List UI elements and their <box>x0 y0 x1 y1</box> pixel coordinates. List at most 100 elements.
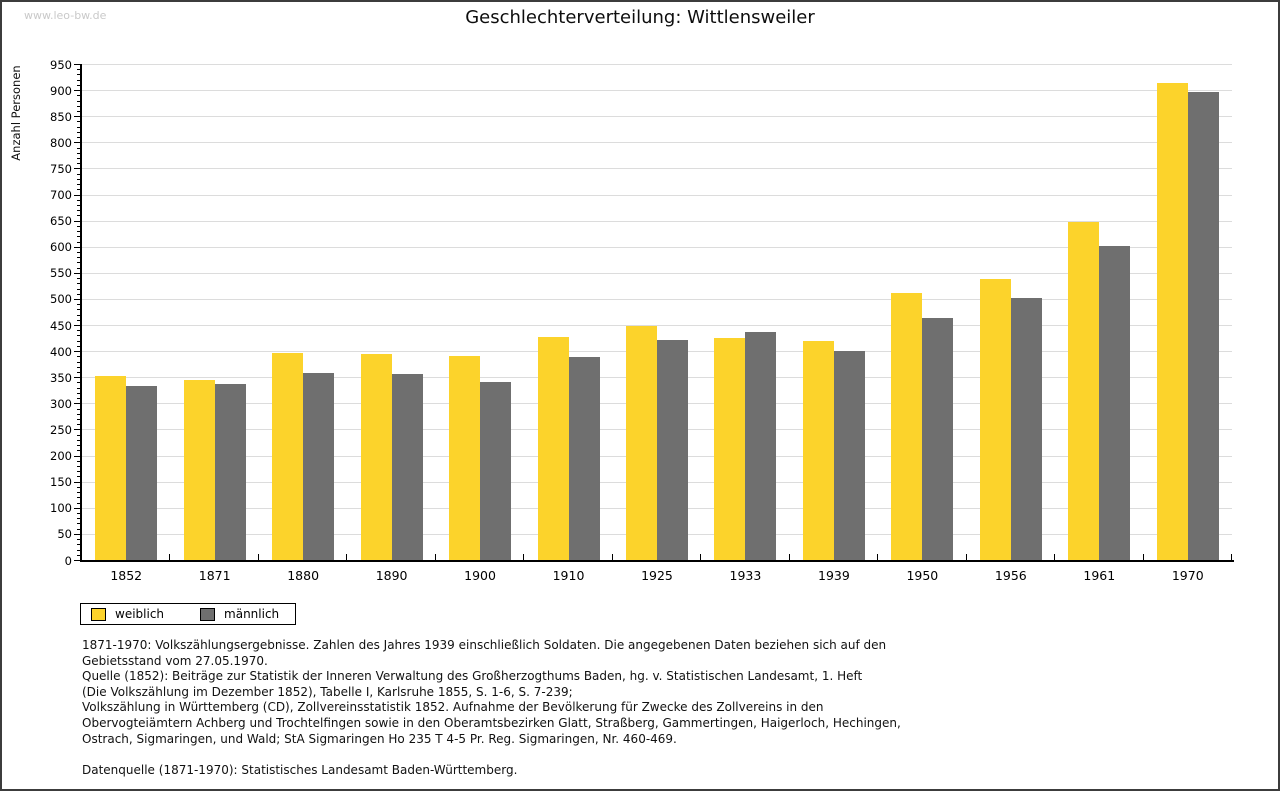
y-tick-label-900: 900 <box>50 83 72 98</box>
y-tick-label-750: 750 <box>50 161 72 176</box>
footer-source-line-2: Gebietsstand vom 27.05.1970. <box>82 653 268 668</box>
y-minor-tick-910 <box>77 84 80 86</box>
y-minor-tick-570 <box>77 262 80 264</box>
y-axis-line <box>80 64 82 562</box>
bar-weiblich-1852 <box>95 376 127 560</box>
y-major-tick-950 <box>74 64 80 65</box>
y-minor-tick-490 <box>77 304 80 306</box>
bar-weiblich-1880 <box>272 353 304 560</box>
y-minor-tick-820 <box>77 131 80 133</box>
y-minor-tick-220 <box>77 445 80 447</box>
y-major-tick-150 <box>74 481 80 483</box>
y-minor-tick-510 <box>77 293 80 295</box>
y-minor-tick-430 <box>77 335 80 337</box>
x-tick-label-1880: 1880 <box>287 568 320 583</box>
x-boundary-tick-4 <box>434 554 436 560</box>
bar-weiblich-1933 <box>714 338 746 560</box>
y-major-tick-500 <box>74 298 80 300</box>
x-boundary-tick-10 <box>965 554 967 560</box>
bar-männlich-1970 <box>1187 92 1219 560</box>
x-boundary-tick-3 <box>346 554 348 560</box>
legend-box: weiblich männlich <box>80 603 297 625</box>
bar-weiblich-1970 <box>1156 83 1188 560</box>
y-major-tick-300 <box>74 403 80 405</box>
y-major-tick-400 <box>74 351 80 353</box>
y-tick-label-450: 450 <box>50 318 72 333</box>
y-minor-tick-190 <box>77 460 80 462</box>
x-tick-label-1852: 1852 <box>110 568 143 583</box>
y-tick-label-700: 700 <box>50 188 72 203</box>
y-tick-label-350: 350 <box>50 370 72 385</box>
y-tick-label-150: 150 <box>50 475 72 490</box>
y-minor-tick-920 <box>77 79 80 81</box>
y-minor-tick-320 <box>77 392 80 394</box>
legend-swatch-männlich <box>200 607 216 621</box>
gridline-850 <box>82 116 1232 118</box>
y-minor-tick-230 <box>77 439 80 441</box>
y-minor-tick-620 <box>77 236 80 238</box>
y-minor-tick-930 <box>77 74 80 76</box>
watermark: www.leo-bw.de <box>24 9 107 22</box>
y-tick-label-100: 100 <box>50 501 72 516</box>
y-minor-tick-90 <box>77 513 80 514</box>
y-major-tick-550 <box>74 272 80 274</box>
y-minor-tick-290 <box>77 408 80 410</box>
y-tick-label-600: 600 <box>50 240 72 255</box>
y-minor-tick-530 <box>77 283 80 285</box>
y-minor-tick-670 <box>77 210 80 212</box>
y-major-tick-650 <box>74 220 80 222</box>
y-tick-label-850: 850 <box>50 109 72 124</box>
y-tick-label-200: 200 <box>50 449 72 464</box>
x-tick-label-1961: 1961 <box>1083 568 1116 583</box>
y-tick-label-0: 0 <box>64 553 72 568</box>
y-tick-label-300: 300 <box>50 396 72 411</box>
x-tick-label-1939: 1939 <box>818 568 850 583</box>
y-minor-tick-70 <box>77 523 80 525</box>
legend-label-weiblich: weiblich <box>115 607 165 621</box>
bar-weiblich-1871 <box>183 380 215 560</box>
y-minor-tick-80 <box>77 518 80 520</box>
y-major-tick-250 <box>74 429 80 431</box>
y-minor-tick-940 <box>77 69 80 71</box>
y-minor-tick-130 <box>77 492 80 494</box>
y-tick-label-550: 550 <box>50 266 72 281</box>
bar-männlich-1852 <box>126 386 158 560</box>
y-minor-tick-140 <box>77 486 80 488</box>
x-boundary-tick-6 <box>611 554 613 560</box>
y-minor-tick-860 <box>77 110 80 112</box>
y-minor-tick-60 <box>77 528 80 530</box>
y-minor-tick-460 <box>77 319 80 321</box>
footer-source-line-1: 1871-1970: Volkszählungsergebnisse. Zahl… <box>82 638 887 652</box>
y-minor-tick-890 <box>77 95 80 97</box>
bar-männlich-1939 <box>833 350 865 560</box>
x-tick-label-1910: 1910 <box>552 568 585 583</box>
y-minor-tick-840 <box>77 121 80 123</box>
x-tick-label-1890: 1890 <box>375 568 408 583</box>
x-tick-label-1871: 1871 <box>198 568 231 583</box>
x-boundary-tick-5 <box>523 554 525 560</box>
y-major-tick-200 <box>74 455 80 457</box>
legend-item-weiblich: weiblich <box>91 607 164 621</box>
y-minor-tick-160 <box>77 476 80 478</box>
bar-männlich-1900 <box>480 382 512 560</box>
footer-source-line-7: Ostrach, Sigmaringen, und Wald; StA Sigm… <box>82 731 677 746</box>
y-minor-tick-830 <box>77 126 80 128</box>
y-minor-tick-810 <box>77 137 80 139</box>
x-boundary-tick-13 <box>1231 554 1232 560</box>
y-minor-tick-240 <box>77 434 80 436</box>
x-axis-line <box>80 560 1234 562</box>
y-minor-tick-590 <box>77 251 80 253</box>
x-boundary-tick-9 <box>877 554 879 560</box>
bar-männlich-1880 <box>303 372 335 560</box>
y-minor-tick-310 <box>77 398 80 400</box>
y-minor-tick-380 <box>77 361 80 363</box>
bar-männlich-1933 <box>745 331 777 560</box>
y-minor-tick-660 <box>77 215 80 217</box>
gridline-900 <box>82 90 1232 92</box>
footer-source-line-4: (Die Volkszählung im Dezember 1852), Tab… <box>82 684 573 699</box>
bar-weiblich-1910 <box>537 337 569 560</box>
bar-männlich-1871 <box>214 383 246 560</box>
y-minor-tick-280 <box>77 413 80 415</box>
y-minor-tick-730 <box>77 178 80 180</box>
